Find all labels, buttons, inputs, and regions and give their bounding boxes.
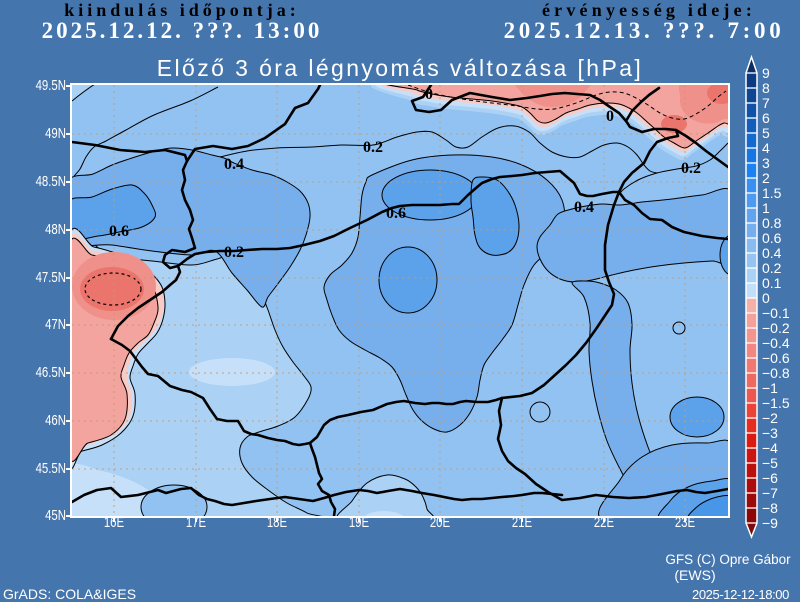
svg-text:0.4: 0.4	[574, 199, 594, 216]
svg-text:8: 8	[762, 80, 770, 96]
svg-text:6: 6	[762, 110, 770, 126]
svg-text:−3: −3	[762, 425, 778, 441]
svg-text:−0.8: −0.8	[762, 365, 790, 381]
svg-text:9: 9	[762, 65, 770, 81]
svg-text:1.5: 1.5	[762, 185, 782, 201]
svg-text:5: 5	[762, 125, 770, 141]
svg-text:−6: −6	[762, 470, 778, 486]
svg-text:0.4: 0.4	[762, 245, 782, 261]
svg-text:0: 0	[762, 290, 770, 306]
svg-text:0.6: 0.6	[762, 230, 782, 246]
svg-text:−2: −2	[762, 410, 778, 426]
svg-text:1: 1	[762, 200, 770, 216]
svg-text:0.2: 0.2	[363, 139, 383, 156]
svg-text:−4: −4	[762, 440, 778, 456]
svg-text:−1.5: −1.5	[762, 395, 790, 411]
svg-text:2: 2	[762, 170, 770, 186]
svg-text:0.2: 0.2	[224, 244, 244, 261]
svg-text:0: 0	[606, 108, 614, 125]
svg-text:−8: −8	[762, 500, 778, 516]
svg-text:−1: −1	[762, 380, 778, 396]
svg-text:0: 0	[425, 86, 433, 103]
svg-text:4: 4	[762, 140, 770, 156]
svg-text:−0.4: −0.4	[762, 335, 790, 351]
svg-text:−0.2: −0.2	[762, 320, 790, 336]
svg-text:0.6: 0.6	[109, 223, 129, 240]
svg-text:−7: −7	[762, 485, 778, 501]
svg-text:−9: −9	[762, 515, 778, 531]
svg-text:3: 3	[762, 155, 770, 171]
svg-text:0.8: 0.8	[762, 215, 782, 231]
svg-text:0.1: 0.1	[762, 275, 782, 291]
svg-text:0.4: 0.4	[224, 156, 244, 173]
svg-text:−5: −5	[762, 455, 778, 471]
svg-text:0.6: 0.6	[386, 205, 406, 222]
svg-text:0.2: 0.2	[681, 160, 701, 177]
svg-text:−0.1: −0.1	[762, 305, 790, 321]
svg-text:7: 7	[762, 95, 770, 111]
svg-text:0.2: 0.2	[762, 260, 782, 276]
svg-text:−0.6: −0.6	[762, 350, 790, 366]
